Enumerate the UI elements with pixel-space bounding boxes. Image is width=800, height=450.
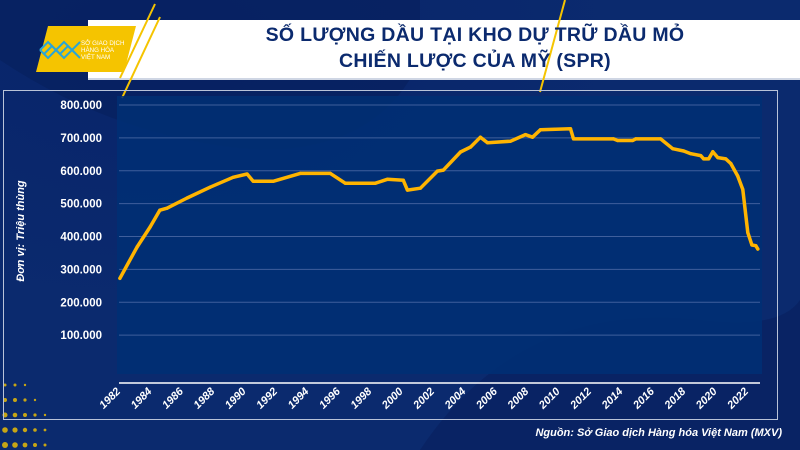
x-tick-label: 2022	[725, 386, 752, 413]
data-point	[523, 132, 528, 137]
data-point	[135, 245, 139, 249]
data-point	[185, 196, 189, 200]
data-point	[746, 230, 750, 235]
data-point	[538, 128, 543, 132]
data-point	[148, 225, 152, 229]
x-tick-label: 1992	[254, 386, 280, 412]
y-tick-label: 200.000	[60, 297, 102, 309]
data-point	[478, 135, 483, 139]
data-point	[611, 137, 616, 141]
data-point	[707, 157, 711, 161]
data-point	[634, 137, 638, 141]
data-point	[568, 127, 573, 131]
logo-line: HÀNG HÓA	[81, 47, 115, 54]
data-point	[702, 157, 706, 161]
x-tick-label: 2006	[473, 385, 500, 412]
x-tick-label: 2010	[536, 385, 563, 412]
data-point	[468, 145, 473, 149]
data-point	[671, 147, 675, 151]
y-tick-label: 500.000	[60, 199, 102, 211]
data-point	[208, 185, 212, 189]
x-tick-label: 2012	[568, 386, 595, 413]
data-point	[458, 150, 463, 154]
data-point	[754, 244, 758, 248]
data-point	[165, 206, 169, 210]
x-tick-label: 1998	[349, 385, 375, 411]
x-tick-label: 2008	[505, 385, 532, 412]
y-tick-label: 400.000	[60, 232, 102, 244]
x-tick-label: 2020	[693, 385, 720, 412]
logo-line: SỞ GIAO DỊCH	[81, 40, 125, 47]
chart-panel	[3, 90, 778, 420]
data-point	[245, 172, 249, 176]
title-line-1: SỐ LƯỢNG DẦU TẠI KHO DỰ TRỮ DẦU MỎ	[265, 24, 685, 46]
y-tick-label: 300.000	[60, 264, 102, 276]
mxv-logo	[36, 26, 136, 72]
data-point	[659, 137, 663, 141]
x-tick-label: 1988	[192, 385, 218, 411]
logo-line: VIỆT NAM	[81, 54, 111, 61]
y-tick-label: 100.000	[60, 330, 102, 342]
x-tick-label: 2000	[379, 385, 406, 412]
data-point	[750, 243, 754, 247]
y-tick-label: 700.000	[60, 133, 102, 145]
data-point	[373, 181, 377, 185]
data-point	[401, 178, 405, 182]
data-point	[441, 168, 445, 172]
x-tick-label: 1982	[97, 386, 123, 412]
data-point	[271, 179, 275, 183]
data-point	[405, 188, 410, 192]
logo-text: SỞ GIAO DỊCH HÀNG HÓA VIỆT NAM	[81, 40, 124, 61]
accent-stripes	[119, 0, 566, 99]
y-tick-label: 600.000	[60, 166, 102, 178]
data-point	[756, 247, 760, 251]
x-tick-label: 1984	[129, 386, 155, 412]
data-point	[418, 186, 423, 190]
source-note: Nguồn: Sở Giao dịch Hàng hóa Việt Nam (M…	[535, 427, 782, 439]
data-point	[736, 174, 740, 178]
spr-series-line	[118, 126, 760, 281]
data-point	[711, 150, 715, 154]
data-point	[616, 138, 620, 143]
data-point	[729, 161, 733, 166]
chart-title: SỐ LƯỢNG DẦU TẠI KHO DỰ TRỮ DẦU MỎ CHIẾN…	[150, 22, 800, 74]
data-point	[158, 208, 162, 212]
data-point	[343, 181, 347, 185]
data-point	[689, 152, 693, 156]
data-point	[328, 171, 332, 175]
title-line-2: CHIẾN LƯỢC CỦA MỸ (SPR)	[339, 50, 611, 72]
data-point	[231, 175, 235, 179]
title-banner	[88, 20, 800, 80]
x-tick-label: 1990	[223, 385, 249, 411]
data-point	[741, 187, 745, 192]
data-point	[724, 157, 728, 161]
x-tick-label: 2002	[411, 386, 438, 413]
x-tick-label: 2004	[442, 386, 469, 413]
y-tick-label: 800.000	[60, 100, 102, 112]
x-tick-label: 2016	[630, 385, 657, 412]
data-point	[631, 138, 635, 143]
plot-area	[117, 96, 762, 374]
y-axis-title: Đơn vị: Triệu thùng	[15, 180, 27, 282]
data-point	[530, 135, 535, 139]
data-point	[716, 156, 720, 160]
data-point	[435, 169, 439, 173]
data-point	[699, 154, 703, 158]
dot-pattern	[2, 383, 47, 448]
data-point	[508, 139, 513, 143]
data-point	[385, 177, 389, 181]
x-tick-label: 1994	[286, 386, 312, 412]
x-tick-label: 2018	[662, 385, 689, 412]
data-point	[251, 179, 255, 183]
data-point	[682, 149, 686, 153]
x-tick-label: 1996	[317, 385, 343, 411]
data-point	[571, 137, 576, 141]
data-point	[485, 141, 490, 145]
data-point	[118, 276, 122, 280]
x-tick-label: 2014	[599, 386, 626, 413]
data-point	[298, 171, 302, 175]
x-tick-label: 1986	[160, 385, 186, 411]
